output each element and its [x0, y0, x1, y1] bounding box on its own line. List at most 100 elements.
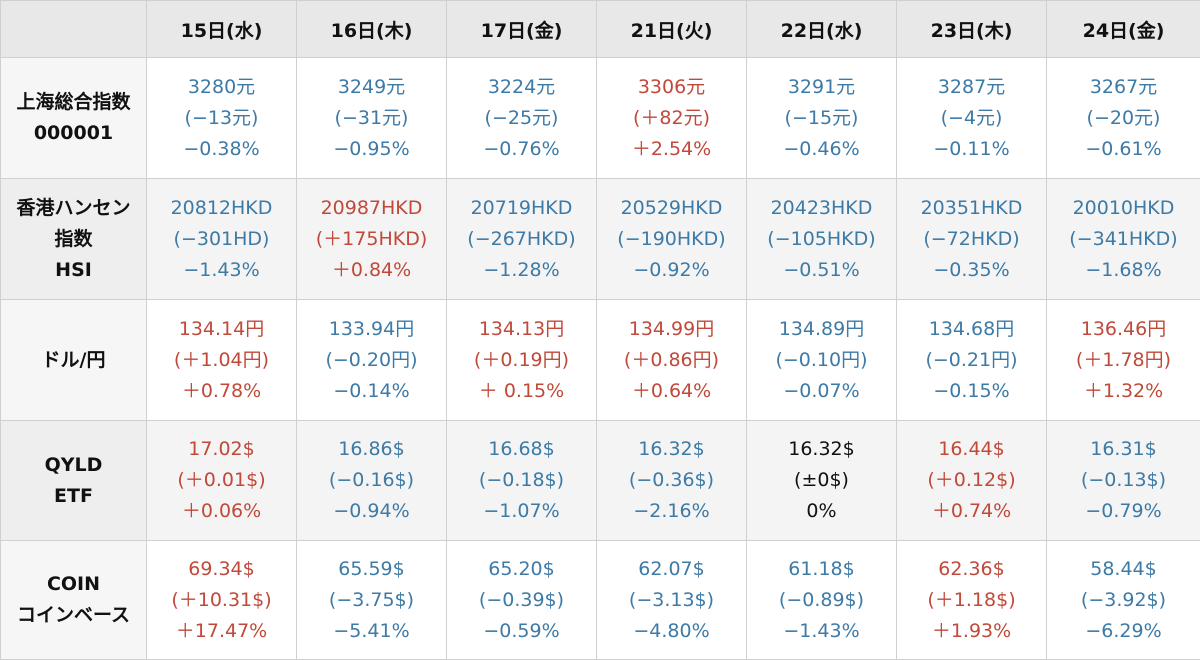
percent-change: −1.28% — [447, 255, 596, 286]
price-cell: 134.14円(＋1.04円)＋0.78% — [147, 300, 297, 421]
price-value: 3249元 — [297, 72, 446, 103]
price-change: (−0.89$) — [747, 585, 896, 616]
price-change: (−105HKD) — [747, 224, 896, 255]
percent-change: −0.79% — [1047, 496, 1200, 527]
price-cell: 16.44$(＋0.12$)＋0.74% — [897, 421, 1047, 541]
price-value: 3280元 — [147, 72, 296, 103]
price-value: 58.44$ — [1047, 554, 1200, 585]
price-change: (＋0.86円) — [597, 345, 746, 376]
date-header: 17日(金) — [447, 1, 597, 58]
percent-change: −0.11% — [897, 134, 1046, 165]
price-change: (＋10.31$) — [147, 585, 296, 616]
price-change: (−0.21円) — [897, 345, 1046, 376]
price-cell: 3291元(−15元)−0.46% — [747, 58, 897, 179]
percent-change: −0.51% — [747, 255, 896, 286]
date-header: 21日(火) — [597, 1, 747, 58]
price-change: (−0.18$) — [447, 465, 596, 496]
price-change: (−31元) — [297, 103, 446, 134]
percent-change: −0.35% — [897, 255, 1046, 286]
price-value: 20719HKD — [447, 193, 596, 224]
price-change: (＋175HKD) — [297, 224, 446, 255]
price-value: 16.32$ — [597, 434, 746, 465]
price-change: (−25元) — [447, 103, 596, 134]
price-cell: 3280元(−13元)−0.38% — [147, 58, 297, 179]
price-cell: 3306元(＋82元)＋2.54% — [597, 58, 747, 179]
price-cell: 20719HKD(−267HKD)−1.28% — [447, 179, 597, 300]
percent-change: ＋0.78% — [147, 376, 296, 407]
price-change: (＋0.19円) — [447, 345, 596, 376]
percent-change: −6.29% — [1047, 616, 1200, 647]
percent-change: −0.92% — [597, 255, 746, 286]
price-value: 134.68円 — [897, 314, 1046, 345]
percent-change: −0.07% — [747, 376, 896, 407]
price-change: (−0.16$) — [297, 465, 446, 496]
percent-change: ＋1.93% — [897, 616, 1046, 647]
date-header: 23日(木) — [897, 1, 1047, 58]
price-cell: 136.46円(＋1.78円)＋1.32% — [1047, 300, 1200, 421]
price-value: 65.59$ — [297, 554, 446, 585]
price-cell: 17.02$(＋0.01$)＋0.06% — [147, 421, 297, 541]
percent-change: −0.38% — [147, 134, 296, 165]
price-cell: 134.99円(＋0.86円)＋0.64% — [597, 300, 747, 421]
price-change: (−190HKD) — [597, 224, 746, 255]
price-change: (−20元) — [1047, 103, 1200, 134]
price-change: (−72HKD) — [897, 224, 1046, 255]
percent-change: −1.43% — [747, 616, 896, 647]
row-header-line: 000001 — [34, 122, 113, 144]
price-cell: 134.13円(＋0.19円)＋ 0.15% — [447, 300, 597, 421]
price-value: 3291元 — [747, 72, 896, 103]
price-value: 16.68$ — [447, 434, 596, 465]
price-value: 16.86$ — [297, 434, 446, 465]
percent-change: ＋0.06% — [147, 496, 296, 527]
price-change: (−0.20円) — [297, 345, 446, 376]
percent-change: ＋2.54% — [597, 134, 746, 165]
price-value: 69.34$ — [147, 554, 296, 585]
price-value: 20987HKD — [297, 193, 446, 224]
price-cell: 20987HKD(＋175HKD)＋0.84% — [297, 179, 447, 300]
price-value: 3224元 — [447, 72, 596, 103]
percent-change: −4.80% — [597, 616, 746, 647]
price-cell: 65.59$(−3.75$)−5.41% — [297, 541, 447, 660]
percent-change: −0.59% — [447, 616, 596, 647]
price-cell: 62.07$(−3.13$)−4.80% — [597, 541, 747, 660]
price-cell: 20010HKD(−341HKD)−1.68% — [1047, 179, 1200, 300]
percent-change: −0.94% — [297, 496, 446, 527]
price-change: (−15元) — [747, 103, 896, 134]
price-cell: 16.31$(−0.13$)−0.79% — [1047, 421, 1200, 541]
price-change: (−267HKD) — [447, 224, 596, 255]
percent-change: −1.68% — [1047, 255, 1200, 286]
price-value: 3267元 — [1047, 72, 1200, 103]
price-change: (＋82元) — [597, 103, 746, 134]
percent-change: −0.14% — [297, 376, 446, 407]
price-cell: 3287元(−4元)−0.11% — [897, 58, 1047, 179]
row-header-line: 香港ハンセン — [16, 197, 130, 219]
row-header-line: ドル/円 — [42, 349, 106, 371]
price-cell: 3249元(−31元)−0.95% — [297, 58, 447, 179]
percent-change: −0.61% — [1047, 134, 1200, 165]
price-cell: 65.20$(−0.39$)−0.59% — [447, 541, 597, 660]
percent-change: −0.46% — [747, 134, 896, 165]
row-header-line: ETF — [54, 485, 93, 507]
price-change: (−0.36$) — [597, 465, 746, 496]
price-value: 17.02$ — [147, 434, 296, 465]
price-value: 62.07$ — [597, 554, 746, 585]
price-value: 134.14円 — [147, 314, 296, 345]
price-cell: 134.68円(−0.21円)−0.15% — [897, 300, 1047, 421]
price-value: 16.31$ — [1047, 434, 1200, 465]
price-value: 133.94円 — [297, 314, 446, 345]
price-cell: 69.34$(＋10.31$)＋17.47% — [147, 541, 297, 660]
price-change: (−301HD) — [147, 224, 296, 255]
price-cell: 133.94円(−0.20円)−0.14% — [297, 300, 447, 421]
percent-change: ＋1.32% — [1047, 376, 1200, 407]
percent-change: −2.16% — [597, 496, 746, 527]
price-value: 61.18$ — [747, 554, 896, 585]
price-cell: 16.32$(−0.36$)−2.16% — [597, 421, 747, 541]
percent-change: −5.41% — [297, 616, 446, 647]
